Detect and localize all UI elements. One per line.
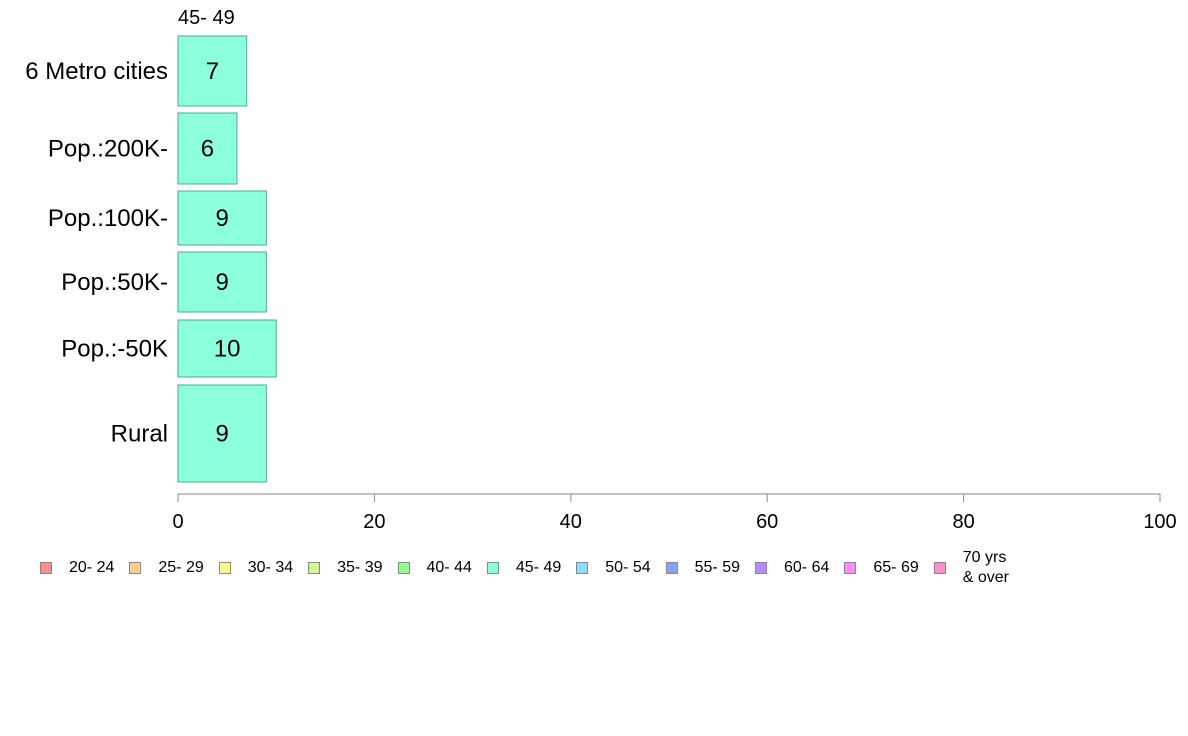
category-label: Pop.:200K- (48, 136, 168, 163)
category-label: Rural (111, 421, 168, 448)
legend-label: 60- 64 (784, 559, 830, 576)
legend-swatch (397, 562, 410, 574)
bar-4 (177, 319, 277, 378)
legend-swatch (218, 562, 231, 574)
legend-label: 40- 44 (426, 559, 472, 576)
x-tick-label: 20 (363, 511, 385, 533)
legend-swatch (40, 562, 52, 574)
bar-value-label: 9 (216, 205, 229, 232)
x-tick-label: 0 (172, 511, 183, 533)
legend-label: 50- 54 (605, 559, 651, 576)
legend-label: 65- 69 (873, 559, 919, 576)
bar-value-label: 7 (206, 58, 219, 85)
legend: 20- 24 25- 29 30- 34 35- 39 40- 44 45- 49 50- … (40, 546, 1170, 590)
legend-swatch (129, 562, 142, 574)
bar-1 (177, 112, 238, 185)
legend-swatch (933, 562, 946, 574)
bar-value-label: 9 (216, 269, 229, 296)
legend-item: 60- 64 (755, 558, 829, 578)
bar-0 (177, 35, 248, 107)
legend-swatch (755, 562, 767, 574)
legend-item: 55- 59 (665, 558, 740, 578)
legend-label: 35- 39 (337, 559, 383, 576)
x-tick-label: 40 (560, 511, 582, 533)
category-label: Pop.:50K- (61, 269, 168, 296)
legend-label: 45- 49 (515, 559, 562, 576)
x-axis: 0 20 40 60 80 100 (172, 493, 1177, 533)
bar-value-label: 6 (201, 136, 214, 163)
legend-label: 25- 29 (158, 559, 204, 576)
x-tick-label: 100 (1143, 511, 1176, 533)
category-label: Pop.:-50K (61, 336, 168, 363)
x-tick-label: 80 (952, 511, 974, 533)
legend-label: 20- 24 (69, 559, 115, 576)
x-tick-label: 60 (756, 511, 778, 533)
bars-group: 7 6 Metro cities 6 Pop.:200K- 9 Pop.:100K- 9 Po… (25, 35, 277, 483)
legend-swatch (576, 562, 589, 574)
legend-swatch (665, 562, 678, 574)
bar-3 (177, 251, 267, 313)
legend-swatch (844, 562, 857, 574)
legend-item: 35- 39 (308, 558, 383, 578)
legend-item: 70 yrs & over (933, 548, 1009, 588)
series-title: 45- 49 (178, 7, 235, 29)
legend-swatch (486, 562, 499, 574)
bar-value-label: 10 (214, 336, 241, 363)
legend-item: 65- 69 (844, 558, 919, 578)
bar-value-label: 9 (216, 421, 229, 448)
legend-label: 70 yrs & over (962, 549, 1009, 586)
legend-item: 40- 44 (397, 558, 472, 578)
legend-item: 50- 54 (576, 558, 651, 578)
legend-item: 20- 24 (40, 558, 114, 578)
legend-item: 45- 49 (486, 558, 562, 578)
legend-label: 30- 34 (247, 559, 294, 576)
legend-label: 55- 59 (694, 559, 740, 576)
bar-5 (177, 384, 267, 483)
legend-item: 30- 34 (218, 558, 294, 578)
bar-2 (177, 190, 267, 246)
legend-item: 25- 29 (129, 558, 204, 578)
category-label: Pop.:100K- (48, 205, 168, 232)
legend-swatch (308, 562, 321, 574)
category-label: 6 Metro cities (25, 58, 168, 85)
